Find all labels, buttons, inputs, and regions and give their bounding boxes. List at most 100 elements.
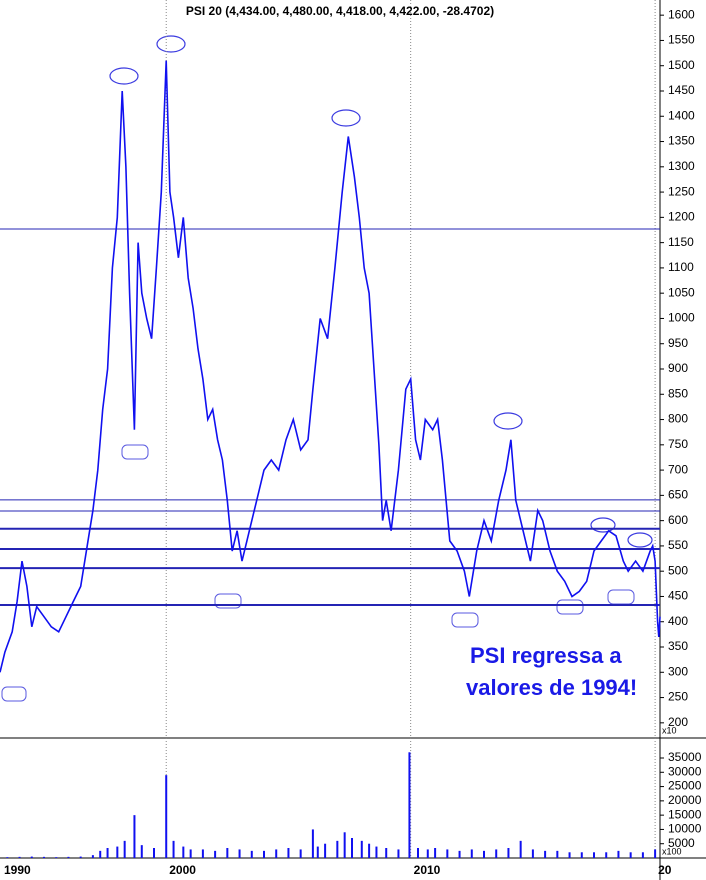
volume-bar xyxy=(238,849,241,858)
volume-bar xyxy=(336,840,339,858)
volume-bar xyxy=(6,857,9,858)
y-tick-label: 250 xyxy=(668,690,688,704)
volume-bar xyxy=(434,848,437,858)
y-tick-label: 550 xyxy=(668,538,688,552)
volume-bar xyxy=(417,848,419,858)
volume-bar xyxy=(55,857,58,858)
volume-bar xyxy=(116,846,119,858)
volume-bar xyxy=(153,848,155,858)
y-tick-label: 600 xyxy=(668,513,688,527)
volume-bar xyxy=(426,849,429,858)
volume-bar xyxy=(311,829,314,858)
volume-bar xyxy=(214,850,217,858)
volume-bar xyxy=(375,846,378,858)
y-tick-label: 15000 xyxy=(668,807,702,821)
volume-bar xyxy=(544,850,547,858)
annotation: valores de 1994! xyxy=(466,675,637,700)
volume-bar xyxy=(495,849,498,858)
x-tick-label: 2000 xyxy=(169,863,196,877)
volume-bar xyxy=(629,852,632,858)
x-tick-label: 2010 xyxy=(414,863,441,877)
volume-bar xyxy=(91,855,94,858)
volume-bar xyxy=(189,849,192,858)
y-tick-label: 900 xyxy=(668,361,688,375)
volume-bar xyxy=(250,850,253,858)
y-tick-label: 1600 xyxy=(668,7,695,21)
y-tick-label: 25000 xyxy=(668,779,702,793)
y-tick-label: 800 xyxy=(668,412,688,426)
volume-bar xyxy=(368,843,371,858)
y-tick-label: 1250 xyxy=(668,184,695,198)
chart-title: PSI 20 (4,434.00, 4,480.00, 4,418.00, 4,… xyxy=(186,4,494,18)
volume-bar xyxy=(519,840,522,858)
volume-bar xyxy=(165,775,168,858)
y-tick-label: 20000 xyxy=(668,793,702,807)
volume-bar xyxy=(79,856,82,858)
y-tick-label: 750 xyxy=(668,437,688,451)
y-tick-label: 950 xyxy=(668,336,688,350)
y-tick-label: 1300 xyxy=(668,159,695,173)
volume-bar xyxy=(507,848,510,858)
bear-icons xyxy=(109,35,653,548)
y-tick-label: 850 xyxy=(668,386,688,400)
annotation: PSI regressa a xyxy=(470,643,622,668)
volume-bar xyxy=(123,840,126,858)
volume-bar xyxy=(617,850,620,858)
y-tick-label: 1350 xyxy=(668,134,695,148)
y-tick-label: 1500 xyxy=(668,58,695,72)
y-tick-label: 1200 xyxy=(668,210,695,224)
volume-bar xyxy=(351,838,353,858)
volume-bar xyxy=(99,850,102,858)
volume-bar xyxy=(593,852,595,858)
volume-bar xyxy=(67,856,70,858)
y-tick-label: 35000 xyxy=(668,750,702,764)
volume-bar xyxy=(360,840,363,858)
volume-bar xyxy=(343,832,346,858)
volume-bar xyxy=(568,852,571,858)
volume-bar xyxy=(531,849,534,858)
volume-bar xyxy=(106,848,109,858)
price-line xyxy=(0,60,661,673)
volume-bar xyxy=(556,850,559,858)
y-tick-label: 1050 xyxy=(668,285,695,299)
volume-bar xyxy=(324,843,327,858)
volume-bar xyxy=(470,849,473,858)
volume-bar xyxy=(316,846,319,858)
y-tick-label: 700 xyxy=(668,462,688,476)
y-tick-label: 1000 xyxy=(668,311,695,325)
bull-icons xyxy=(1,444,635,702)
volume-bar xyxy=(140,845,143,858)
axis-multiplier: x100 xyxy=(662,846,682,856)
volume-bar xyxy=(397,849,400,858)
x-tick-label: 20 xyxy=(658,863,672,877)
y-tick-label: 350 xyxy=(668,639,688,653)
volume-bar xyxy=(226,848,229,858)
y-tick-label: 5000 xyxy=(668,836,695,850)
axis-multiplier: x10 xyxy=(662,725,677,735)
y-tick-label: 10000 xyxy=(668,822,702,836)
y-tick-label: 200 xyxy=(668,715,688,729)
y-tick-label: 30000 xyxy=(668,764,702,778)
volume-bar xyxy=(18,856,21,858)
y-tick-label: 400 xyxy=(668,614,688,628)
volume-bar xyxy=(201,849,204,858)
volume-bar xyxy=(263,850,265,858)
volume-bar xyxy=(654,849,657,858)
y-tick-label: 450 xyxy=(668,589,688,603)
y-tick-label: 1400 xyxy=(668,108,695,122)
x-start-label: 1990 xyxy=(4,863,31,877)
y-tick-label: 1550 xyxy=(668,33,695,47)
volume-bar xyxy=(605,852,608,858)
volume-bar xyxy=(182,846,185,858)
y-tick-label: 300 xyxy=(668,664,688,678)
volume-bar xyxy=(385,848,388,858)
y-tick-label: 1150 xyxy=(668,235,694,249)
y-tick-label: 650 xyxy=(668,488,688,502)
y-tick-label: 1100 xyxy=(668,260,694,274)
volume-bar xyxy=(408,752,411,858)
volume-bar xyxy=(172,840,175,858)
volume-bar xyxy=(30,856,33,858)
volume-bar xyxy=(641,852,644,858)
